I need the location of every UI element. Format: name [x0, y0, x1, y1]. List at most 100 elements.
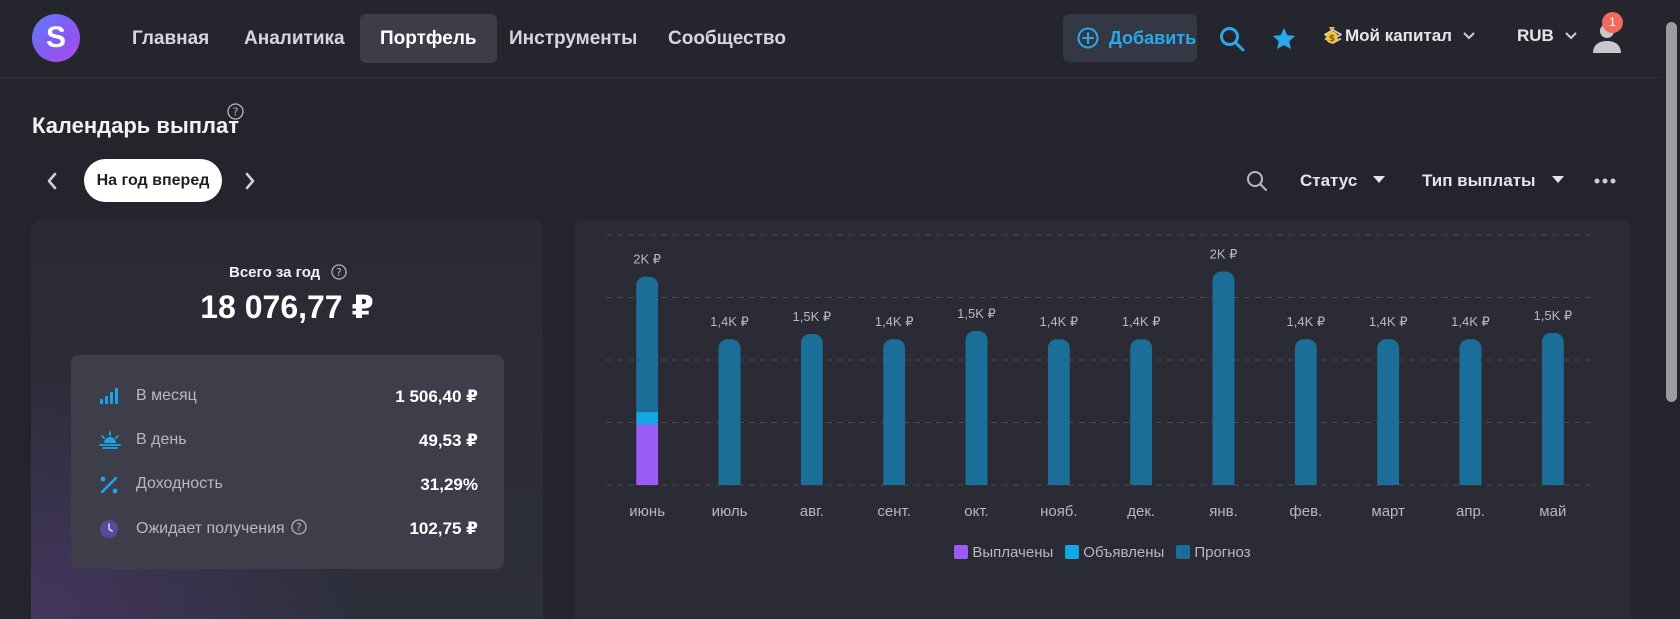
bar-3[interactable] [883, 339, 906, 485]
status-filter-label: Статус [1300, 171, 1358, 190]
stat-value: 49,53 ₽ [418, 431, 478, 450]
bar-segment-2[interactable] [883, 339, 906, 485]
summary-title: Всего за год [229, 264, 321, 281]
stat-row-day: В день 49,53 ₽ [71, 425, 504, 455]
bar-segment-0[interactable] [636, 424, 659, 485]
nav-tools[interactable]: Инструменты [509, 28, 638, 49]
legend-swatch [954, 545, 969, 559]
payments-chart-card: 2K ₽ июнь 1,4K ₽ июль 1,5K ₽ авг. 1,4K ₽ сент. 1… [574, 220, 1631, 619]
x-tick-label: фев. [1289, 503, 1322, 520]
bar-segment-2[interactable] [1047, 339, 1070, 485]
bar-segment-2[interactable] [965, 330, 988, 485]
x-tick-label: март [1371, 503, 1405, 520]
star-icon[interactable] [1271, 26, 1297, 52]
legend-swatch [1065, 545, 1080, 559]
search-icon[interactable] [1246, 170, 1268, 192]
bar-segment-2[interactable] [718, 339, 741, 485]
x-tick-label: май [1539, 503, 1566, 520]
bar-segment-2[interactable] [1459, 339, 1482, 485]
caret-down-icon [1551, 176, 1564, 183]
notification-badge[interactable]: 1 [1602, 12, 1623, 33]
payment-type-filter-label: Тип выплаты [1422, 171, 1536, 190]
add-button[interactable]: Добавить [1063, 14, 1197, 62]
svg-text:?: ? [296, 522, 302, 534]
app-logo[interactable]: S [32, 14, 80, 62]
top-navigation-bar: S Главная Аналитика Портфель Инструменты… [0, 0, 1663, 78]
capital-selector[interactable]: $ Мой капитал [1325, 26, 1475, 46]
status-filter[interactable]: Статус [1300, 171, 1386, 191]
bar-value-label: 1,4K ₽ [710, 314, 749, 329]
nav-analytics[interactable]: Аналитика [244, 28, 345, 49]
bar-9[interactable] [1377, 339, 1400, 485]
stat-value: 31,29% [420, 475, 478, 494]
stat-label: В день [136, 431, 187, 448]
bar-value-label: 1,4K ₽ [1040, 314, 1079, 329]
summary-stats: В месяц 1 506,40 ₽ В день 49,53 ₽ Доходн… [71, 355, 504, 569]
bar-6[interactable] [1130, 339, 1153, 485]
nav-home[interactable]: Главная [132, 28, 210, 49]
bar-segment-2[interactable] [1294, 339, 1317, 485]
capital-label: Мой капитал [1345, 26, 1452, 45]
bar-segment-2[interactable] [636, 276, 659, 413]
bar-7[interactable] [1212, 271, 1235, 485]
bar-8[interactable] [1294, 339, 1317, 485]
help-icon[interactable]: ? [227, 103, 244, 120]
currency-label: RUB [1517, 26, 1554, 45]
stat-value: 1 506,40 ₽ [395, 387, 478, 406]
stat-label: Доходность [136, 475, 223, 492]
legend-swatch [1176, 545, 1191, 559]
bar-10[interactable] [1459, 339, 1482, 485]
payments-bar-chart: 2K ₽ июнь 1,4K ₽ июль 1,5K ₽ авг. 1,4K ₽ сент. 1… [606, 234, 1594, 520]
bar-5[interactable] [1047, 339, 1070, 485]
summary-title-wrap: Всего за год ? [229, 264, 347, 282]
legend-item[interactable]: Выплачены [954, 544, 1053, 561]
help-icon[interactable]: ? [291, 519, 307, 535]
next-period-icon[interactable] [244, 172, 256, 190]
legend-item[interactable]: Прогноз [1176, 544, 1251, 561]
bar-value-label: 2K ₽ [1210, 246, 1238, 261]
chevron-down-icon [1564, 32, 1577, 40]
bar-segment-2[interactable] [1541, 332, 1564, 485]
stat-row-month: В месяц 1 506,40 ₽ [71, 381, 504, 411]
scrollbar-thumb[interactable] [1666, 22, 1677, 402]
add-button-label: Добавить [1109, 28, 1197, 48]
bar-4[interactable] [965, 330, 988, 485]
caret-down-icon [1373, 176, 1386, 183]
bar-2[interactable] [800, 333, 823, 485]
bar-1[interactable] [718, 339, 741, 485]
page-title: Календарь выплат [32, 113, 240, 138]
more-options-icon[interactable] [1594, 178, 1616, 184]
sunrise-icon [99, 431, 121, 449]
currency-selector[interactable]: RUB [1517, 26, 1577, 46]
x-tick-label: янв. [1209, 503, 1238, 520]
previous-period-icon[interactable] [46, 172, 58, 190]
stat-row-pending: Ожидает получения ? 102,75 ₽ [71, 513, 504, 543]
nav-community[interactable]: Сообщество [668, 28, 786, 49]
bar-value-label: 2K ₽ [633, 252, 661, 267]
svg-text:$: $ [1329, 34, 1335, 44]
svg-text:?: ? [336, 267, 342, 279]
plus-circle-icon [1077, 27, 1099, 49]
bar-segment-1[interactable] [636, 412, 659, 425]
bar-segment-2[interactable] [1377, 339, 1400, 485]
legend-item[interactable]: Объявлены [1065, 544, 1164, 561]
bar-segment-2[interactable] [1130, 339, 1153, 485]
payment-type-filter[interactable]: Тип выплаты [1422, 171, 1564, 191]
money-bag-icon: $ [1326, 27, 1338, 44]
nav-portfolio[interactable]: Портфель [360, 14, 497, 63]
bar-11[interactable] [1541, 332, 1564, 485]
percent-icon [100, 476, 118, 494]
search-icon[interactable] [1219, 26, 1245, 52]
x-tick-label: нояб. [1040, 503, 1078, 520]
bar-segment-2[interactable] [1212, 271, 1235, 485]
period-selector[interactable]: На год вперед [84, 159, 222, 202]
x-tick-label: дек. [1127, 503, 1155, 520]
stat-label: Ожидает получения ? [136, 519, 307, 538]
chevron-down-icon [1463, 32, 1475, 40]
bar-segment-2[interactable] [800, 333, 823, 485]
bar-0[interactable] [636, 276, 659, 485]
legend-label: Прогноз [1194, 544, 1251, 561]
bar-value-label: 1,5K ₽ [957, 306, 996, 321]
help-icon[interactable]: ? [330, 264, 347, 280]
svg-text:?: ? [233, 106, 239, 119]
